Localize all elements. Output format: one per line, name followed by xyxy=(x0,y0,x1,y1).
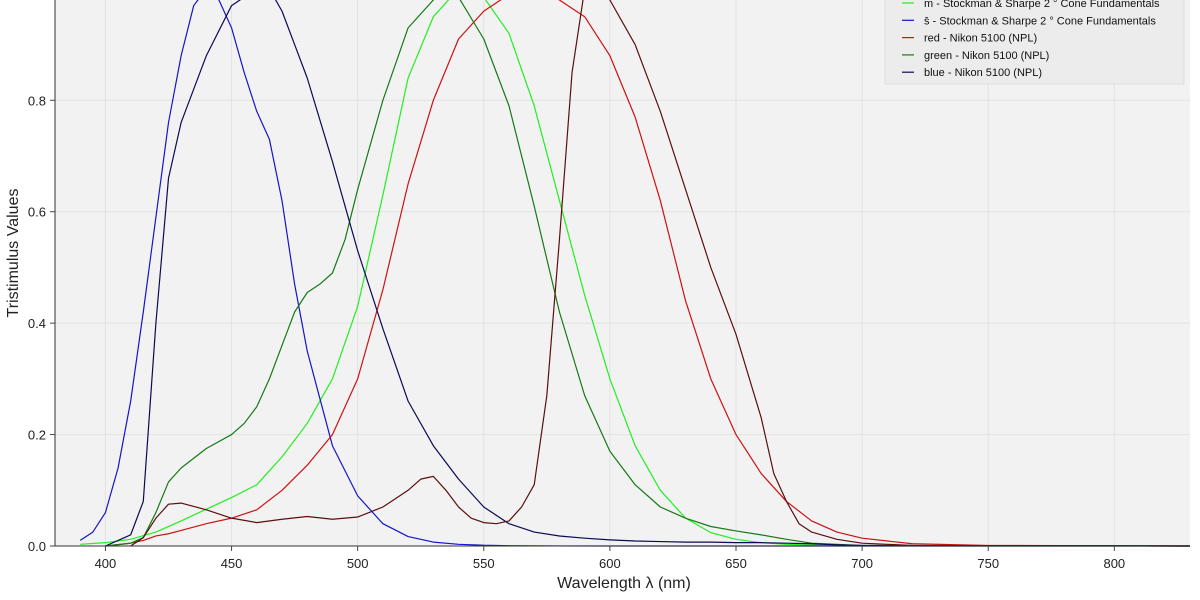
legend-entry-label: red - Nikon 5100 (NPL) xyxy=(924,33,1037,45)
legend-entry-label: green - Nikon 5100 (NPL) xyxy=(924,50,1049,62)
x-axis-ticks: 400 450 500 550 600 650 700 750 800 xyxy=(95,546,1125,571)
x-tick-label: 650 xyxy=(725,556,747,571)
series-line-0 xyxy=(80,0,1190,547)
series-line-2 xyxy=(105,0,1191,547)
legend-entry-label: s̄ - Stockman & Sharpe 2 ° Cone Fundamen… xyxy=(924,15,1156,27)
legend-entry-label: m̄ - Stockman & Sharpe 2 ° Cone Fundamen… xyxy=(924,0,1160,10)
series-lines xyxy=(79,0,1191,547)
series-line-5 xyxy=(130,0,1191,547)
y-axis-ticks: 0.0 0.2 0.4 0.6 0.8 xyxy=(28,93,55,554)
series-line-3 xyxy=(105,0,1191,547)
x-tick-label: 400 xyxy=(95,556,117,571)
legend-entry-label: blue - Nikon 5100 (NPL) xyxy=(924,67,1042,79)
x-tick-label: 550 xyxy=(473,556,495,571)
x-tick-label: 700 xyxy=(851,556,873,571)
y-tick-label: 0.6 xyxy=(28,205,46,220)
y-tick-label: 0.2 xyxy=(28,428,46,443)
y-tick-label: 0.4 xyxy=(28,316,46,331)
series-line-1 xyxy=(79,0,1190,547)
x-tick-label: 500 xyxy=(347,556,369,571)
x-tick-label: 750 xyxy=(977,556,999,571)
y-tick-label: 0.0 xyxy=(28,539,46,554)
legend: m̄ - Stockman & Sharpe 2 ° Cone Fundamen… xyxy=(884,0,1185,85)
axes xyxy=(54,0,1190,547)
x-axis-label: Wavelength λ (nm) xyxy=(557,575,691,592)
y-axis-label: Tristimulus Values xyxy=(5,189,22,318)
legend-box xyxy=(884,0,1185,85)
x-tick-label: 450 xyxy=(221,556,243,571)
y-tick-label: 0.8 xyxy=(28,93,46,108)
plot-area-background xyxy=(55,0,1190,546)
x-tick-label: 600 xyxy=(599,556,621,571)
series-line-4 xyxy=(105,0,1191,547)
x-tick-label: 800 xyxy=(1103,556,1125,571)
